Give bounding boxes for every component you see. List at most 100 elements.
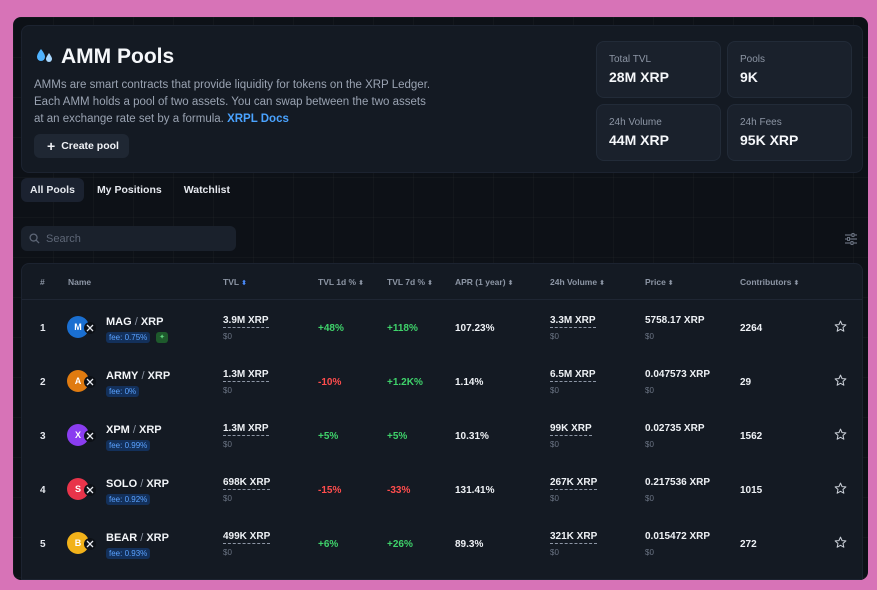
xrpl-docs-link[interactable]: XRPL Docs	[227, 113, 289, 125]
hero-description: AMMs are smart contracts that provide li…	[34, 77, 434, 128]
tvl-1d-change: +48%	[318, 323, 344, 334]
tvl-usd: $0	[223, 440, 232, 449]
col-tvl-7d[interactable]: TVL 7d % ⬍	[387, 277, 433, 287]
tab-my-positions[interactable]: My Positions	[96, 184, 162, 196]
price-value: 0.047573 XRP	[645, 369, 711, 380]
tvl-7d-change: +26%	[387, 539, 413, 550]
filter-settings-icon[interactable]	[845, 233, 857, 245]
tab-watchlist[interactable]: Watchlist	[183, 184, 230, 196]
tvl-value: 1.3M XRP	[223, 369, 269, 382]
tvl-value: 1.3M XRP	[223, 423, 269, 436]
incentive-badge-icon: ✦	[156, 332, 168, 343]
base-token: MAG	[106, 316, 132, 328]
sort-icon: ⬍	[358, 280, 364, 287]
price-value: 0.02735 XRP	[645, 423, 705, 434]
col-price[interactable]: Price ⬍	[645, 277, 674, 287]
stat-pools: Pools 9K	[727, 41, 852, 98]
pair-name[interactable]: ARMY / XRP	[106, 370, 170, 382]
star-icon[interactable]	[834, 482, 847, 495]
price-usd: $0	[645, 386, 654, 395]
sort-icon: ⬍	[599, 280, 605, 287]
volume-usd: $0	[550, 548, 559, 557]
pair-separator: /	[137, 532, 147, 544]
stat-label: Total TVL	[609, 54, 652, 65]
tvl-value: 698K XRP	[223, 477, 271, 490]
star-icon[interactable]	[834, 374, 847, 387]
fee-badge: fee: 0.92%	[106, 494, 151, 505]
pair-name[interactable]: XPM / XRP	[106, 424, 162, 436]
table-row[interactable]: 1 M MAG / XRP fee: 0.75% ✦ 3.9M XRP $0 +…	[22, 300, 862, 354]
pair-name[interactable]: SOLO / XRP	[106, 478, 169, 490]
create-pool-button[interactable]: + Create pool	[34, 134, 129, 158]
sort-icon: ⬍	[507, 280, 514, 287]
pair-separator: /	[138, 370, 148, 382]
tab-all-pools[interactable]: All Pools	[21, 178, 84, 202]
volume-value: 3.3M XRP	[550, 315, 596, 328]
search-input[interactable]	[46, 232, 226, 245]
contributors-count: 1562	[740, 431, 763, 442]
volume-usd: $0	[550, 494, 559, 503]
col-tvl-1d-label: TVL 1d %	[318, 277, 357, 287]
quote-token: XRP	[147, 370, 171, 382]
volume-value: 99K XRP	[550, 423, 592, 436]
stat-value: 9K	[740, 69, 758, 85]
pair-separator: /	[129, 424, 140, 436]
sort-icon: ⬍	[667, 280, 674, 287]
price-usd: $0	[645, 548, 654, 557]
sort-icon: ⬍	[427, 280, 433, 287]
volume-value: 321K XRP	[550, 531, 598, 544]
hero-panel: AMM Pools AMMs are smart contracts that …	[21, 25, 863, 173]
col-apr[interactable]: APR (1 year) ⬍	[455, 277, 513, 287]
token-glyph: M	[74, 322, 82, 332]
create-pool-label: Create pool	[61, 140, 119, 152]
price-usd: $0	[645, 494, 654, 503]
plus-icon: +	[47, 138, 56, 154]
price-value: 5758.17 XRP	[645, 315, 705, 326]
stat-value: 28M XRP	[609, 69, 669, 85]
table-row[interactable]: 3 X XPM / XRP fee: 0.99% 1.3M XRP $0 +5%…	[22, 408, 862, 462]
tvl-usd: $0	[223, 386, 232, 395]
volume-value: 267K XRP	[550, 477, 598, 490]
apr-value: 10.31%	[455, 431, 489, 442]
col-tvl-1d[interactable]: TVL 1d % ⬍	[318, 277, 364, 287]
col-name: Name	[68, 277, 92, 287]
base-token: BEAR	[106, 532, 138, 544]
search-icon	[29, 233, 40, 244]
star-icon[interactable]	[834, 428, 847, 441]
row-index: 3	[40, 431, 46, 442]
quote-token: XRP	[146, 532, 169, 544]
tvl-7d-change: +5%	[387, 431, 408, 442]
token-icon: A	[67, 370, 89, 392]
table-row[interactable]: 4 S SOLO / XRP fee: 0.92% 698K XRP $0 -1…	[22, 462, 862, 516]
contributors-count: 29	[740, 377, 752, 388]
table-row[interactable]: 2 A ARMY / XRP fee: 0% 1.3M XRP $0 -10% …	[22, 354, 862, 408]
xrp-icon	[84, 376, 96, 388]
col-index: #	[40, 277, 45, 287]
stat-total-tvl: Total TVL 28M XRP	[596, 41, 721, 98]
pair-name[interactable]: BEAR / XRP	[106, 532, 169, 544]
table-row[interactable]: 5 B BEAR / XRP fee: 0.93% 499K XRP $0 +6…	[22, 516, 862, 570]
table-header: # Name TVL ⬍ TVL 1d % ⬍ TVL 7d % ⬍ APR (1 y…	[22, 264, 862, 300]
apr-value: 89.3%	[455, 539, 484, 550]
price-value: 0.015472 XRP	[645, 531, 711, 542]
row-index: 1	[40, 323, 46, 334]
pair-name[interactable]: MAG / XRP	[106, 316, 163, 328]
token-icon: M	[67, 316, 89, 338]
row-index: 2	[40, 377, 46, 388]
col-tvl[interactable]: TVL ⬍	[223, 277, 247, 287]
tvl-usd: $0	[223, 548, 232, 557]
star-icon[interactable]	[834, 320, 847, 333]
price-usd: $0	[645, 440, 654, 449]
col-price-label: Price	[645, 277, 666, 287]
pair-separator: /	[137, 478, 147, 490]
token-glyph: S	[74, 484, 81, 494]
fee-badge: fee: 0%	[106, 386, 140, 397]
stat-value: 44M XRP	[609, 132, 669, 148]
star-icon[interactable]	[834, 536, 847, 549]
app-window: AMM Pools AMMs are smart contracts that …	[13, 17, 868, 580]
col-volume[interactable]: 24h Volume ⬍	[550, 277, 605, 287]
col-volume-label: 24h Volume	[550, 277, 598, 287]
tvl-1d-change: -10%	[318, 377, 342, 388]
col-contributors[interactable]: Contributors ⬍	[740, 277, 799, 287]
col-tvl-7d-label: TVL 7d %	[387, 277, 426, 287]
